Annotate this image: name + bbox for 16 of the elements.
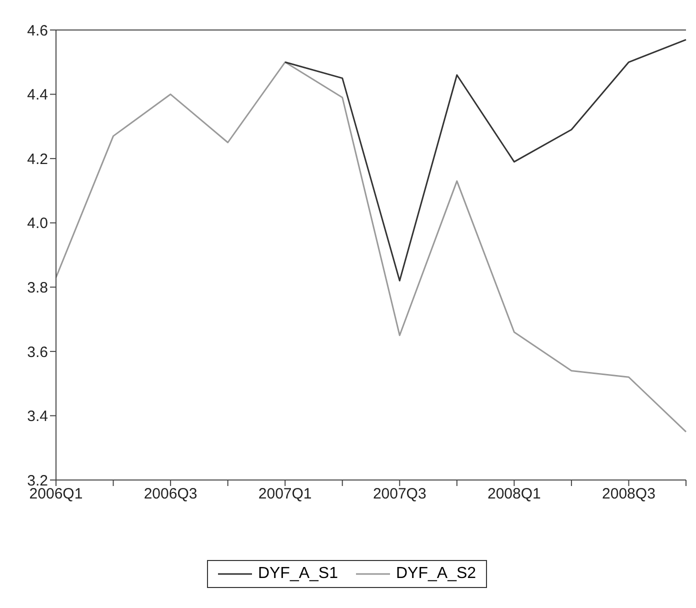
x-tick-label: 2008Q3 bbox=[602, 486, 656, 503]
y-tick-label: 4.6 bbox=[27, 22, 48, 40]
y-tick-label: 4.2 bbox=[27, 150, 48, 168]
y-tick-label: 3.4 bbox=[27, 408, 48, 426]
y-tick-label: 4.0 bbox=[27, 215, 48, 232]
x-tick-label: 2007Q1 bbox=[258, 486, 312, 503]
x-tick-label: 2007Q3 bbox=[372, 486, 426, 503]
x-tick-label: 2008Q1 bbox=[487, 486, 541, 503]
line-series bbox=[284, 38, 687, 282]
x-tick-label: 2006Q3 bbox=[144, 486, 198, 503]
legend-label: DYF_A_S2 bbox=[396, 565, 476, 583]
line-series bbox=[55, 61, 687, 433]
y-tick-label: 3.6 bbox=[27, 344, 48, 361]
y-tick-label: 4.4 bbox=[27, 86, 48, 104]
y-tick-label: 3.8 bbox=[27, 279, 48, 296]
legend-label: DYF_A_S1 bbox=[258, 565, 338, 583]
